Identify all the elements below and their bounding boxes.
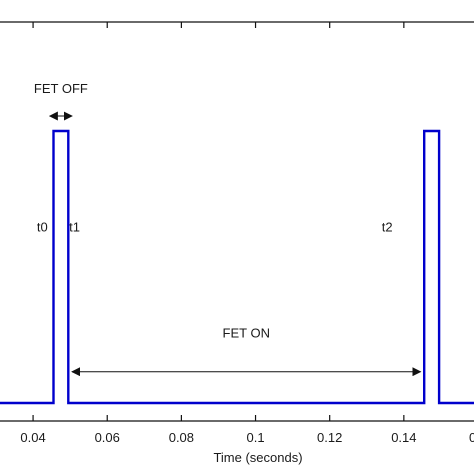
x-axis-label: Time (seconds) [213,450,302,465]
x-tick-label: 0.12 [317,430,342,445]
annotation-label: FET OFF [34,81,88,96]
annotation-label: t2 [382,220,393,235]
x-tick-label: 0.08 [169,430,194,445]
annotation-label: t0 [37,220,48,235]
series-line [0,129,474,405]
x-tick-label: 0.1 [469,430,474,445]
x-tick-label: 0.1 [246,430,264,445]
annotation-label: t1 [69,220,80,235]
x-tick-label: 0.04 [20,430,45,445]
x-tick-label: 0.14 [391,430,416,445]
x-tick-label: 0.06 [95,430,120,445]
annotation-label: FET ON [223,326,270,341]
